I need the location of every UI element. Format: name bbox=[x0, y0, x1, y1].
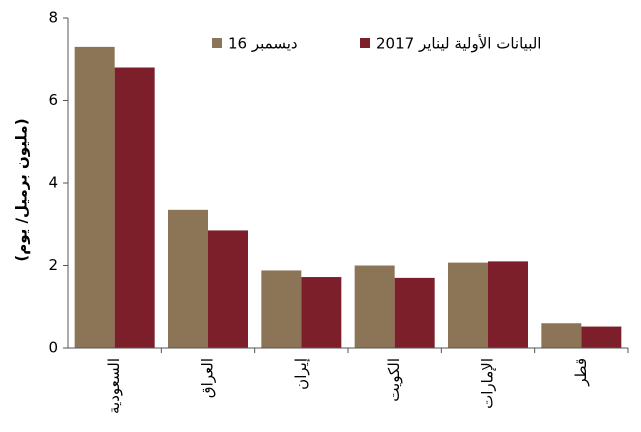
y-tick-label: 4 bbox=[48, 174, 58, 192]
bar bbox=[261, 270, 302, 348]
bar bbox=[581, 326, 622, 348]
y-tick-label: 2 bbox=[48, 256, 58, 274]
legend-label: ديسمبر 16 bbox=[228, 35, 298, 53]
bar bbox=[354, 265, 395, 348]
x-tick-label: السعودية bbox=[105, 358, 123, 414]
legend-label: البيانات الأولية ليناير 2017 bbox=[376, 34, 541, 53]
x-tick-label: العراق bbox=[199, 358, 217, 398]
x-tick-label: الكويت bbox=[385, 358, 403, 402]
bar bbox=[74, 46, 115, 348]
y-tick-label: 6 bbox=[48, 91, 58, 109]
bar bbox=[208, 230, 248, 348]
bar bbox=[114, 67, 155, 348]
bar bbox=[168, 209, 208, 348]
legend-swatch bbox=[212, 38, 222, 48]
x-tick-label: إيران bbox=[292, 358, 310, 390]
y-tick-label: 0 bbox=[48, 339, 58, 357]
bar bbox=[448, 262, 488, 348]
bar bbox=[301, 277, 342, 348]
bar bbox=[394, 277, 435, 348]
y-axis-label: (مليون برميل/ يوم) bbox=[13, 118, 31, 261]
x-tick-label: قطر bbox=[572, 358, 590, 387]
bar bbox=[488, 261, 528, 348]
legend-swatch bbox=[360, 38, 370, 48]
x-tick-label: الإمارات bbox=[479, 358, 497, 409]
bar bbox=[541, 323, 582, 348]
y-tick-label: 8 bbox=[48, 9, 58, 27]
